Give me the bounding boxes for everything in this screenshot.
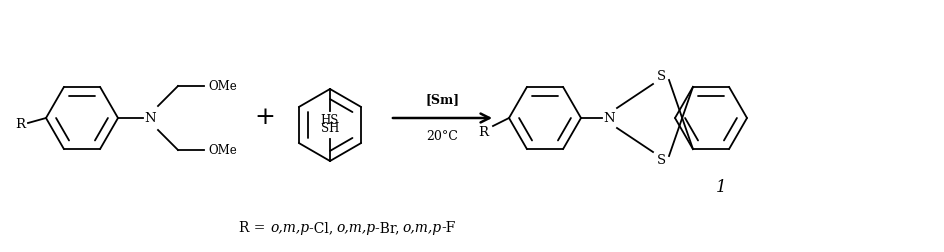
Text: R: R — [15, 118, 25, 132]
Text: OMe: OMe — [208, 79, 237, 92]
Text: OMe: OMe — [208, 143, 237, 156]
Text: N: N — [144, 111, 156, 124]
Text: -F: -F — [441, 221, 456, 235]
Text: +: + — [254, 107, 275, 130]
Text: R: R — [478, 125, 487, 139]
Text: 20°C: 20°C — [426, 130, 458, 142]
Text: S: S — [656, 70, 665, 82]
Text: HS: HS — [320, 114, 339, 128]
Text: o,m,p: o,m,p — [270, 221, 309, 235]
Text: -Br,: -Br, — [375, 221, 402, 235]
Text: SH: SH — [320, 122, 339, 136]
Text: N: N — [602, 111, 615, 124]
Text: -Cl,: -Cl, — [309, 221, 336, 235]
Text: o,m,p: o,m,p — [336, 221, 375, 235]
Text: [Sm]: [Sm] — [425, 93, 459, 107]
Text: S: S — [656, 153, 665, 167]
Text: 1: 1 — [715, 179, 726, 197]
Text: o,m,p: o,m,p — [402, 221, 441, 235]
Text: R =: R = — [239, 221, 270, 235]
